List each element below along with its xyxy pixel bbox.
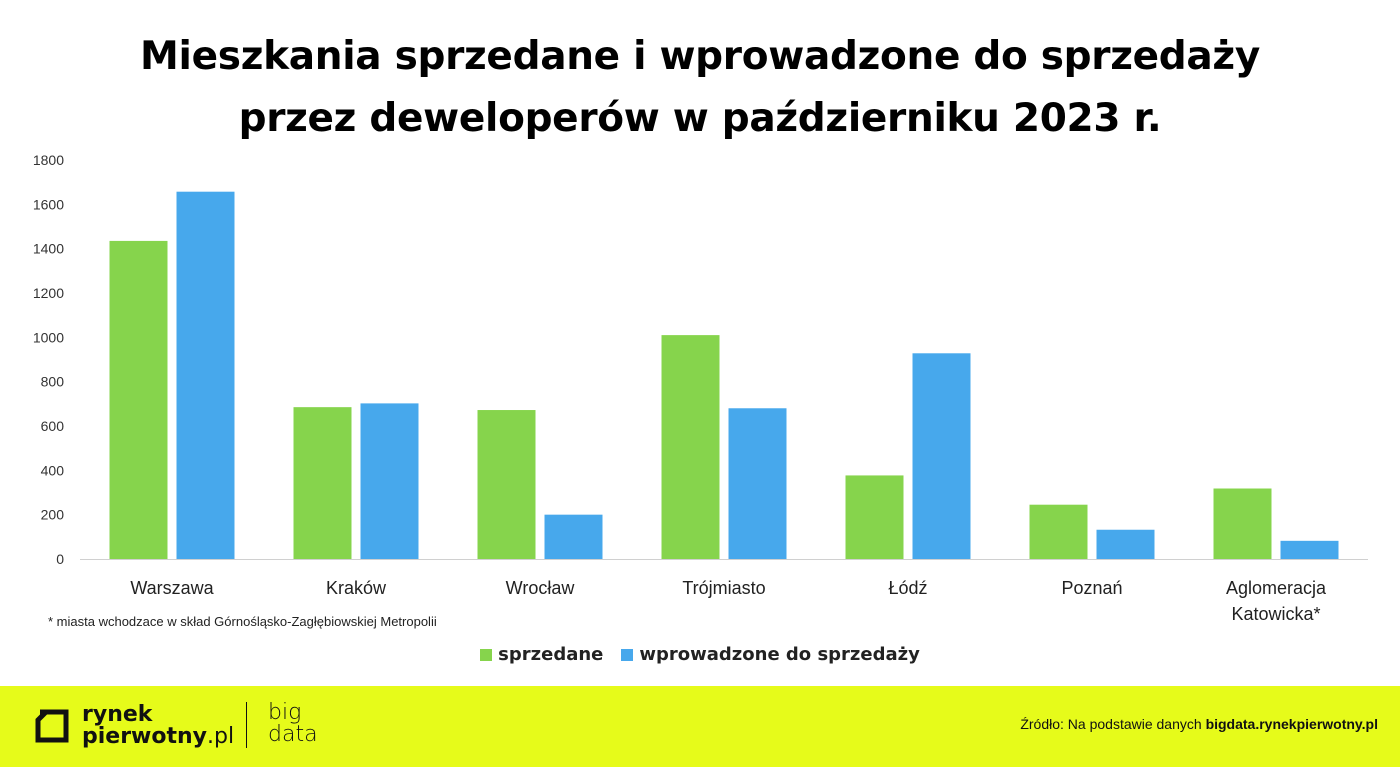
footer-bar: rynek pierwotny.pl big data Źródło: Na p…	[0, 686, 1400, 767]
rynekpierwotny-logo: rynek pierwotny.pl	[34, 704, 234, 748]
bar-chart: 0 200 400 600 800 1000 1200 1400 1600 1800 Warszaw…	[33, 152, 1368, 624]
legend-item-wprowadzone: wprowadzone do sprzedaży	[621, 644, 920, 665]
bar-sprzedane	[293, 407, 352, 559]
category-label: Kraków	[326, 578, 387, 598]
footnote: * miasta wchodzace w skład Górnośląsko-Z…	[48, 614, 437, 629]
y-tick-label: 1600	[33, 196, 64, 212]
y-tick-label: 200	[41, 507, 65, 523]
legend-swatch-wprowadzone	[621, 648, 634, 661]
bigdata-line2: data	[268, 722, 318, 747]
y-tick-label: 1800	[33, 152, 64, 168]
y-tick-label: 800	[41, 374, 65, 390]
bar-sprzedane	[1213, 488, 1272, 559]
chart-title-line1: Mieszkania sprzedane i wprowadzone do sp…	[140, 34, 1260, 79]
bar-wprowadzone	[176, 191, 235, 559]
category-label: Warszawa	[130, 578, 214, 598]
logo-mark-icon	[35, 709, 69, 743]
legend-label-sprzedane: sprzedane	[498, 644, 604, 665]
y-tick-label: 0	[56, 551, 64, 567]
category-label: Poznań	[1061, 578, 1122, 598]
legend-label-wprowadzone: wprowadzone do sprzedaży	[639, 644, 920, 665]
y-tick-label: 400	[41, 462, 65, 478]
category-label: Trójmiasto	[682, 578, 765, 598]
logo-line2-suffix: .pl	[207, 724, 235, 749]
y-tick-label: 1200	[33, 285, 64, 301]
bar-wprowadzone	[1096, 529, 1155, 559]
bar-sprzedane	[477, 410, 536, 559]
bar-wprowadzone	[728, 408, 787, 559]
y-tick-label: 1000	[33, 329, 64, 345]
logo-line1: rynek	[82, 702, 153, 727]
source-link: bigdata.rynekpierwotny.pl	[1205, 716, 1378, 732]
chart-title-line2: przez deweloperów w październiku 2023 r.	[238, 96, 1162, 141]
source-prefix: Źródło: Na podstawie danych	[1020, 716, 1202, 732]
category-label: Aglomeracja	[1226, 578, 1327, 598]
bar-wprowadzone	[1280, 540, 1339, 559]
bar-sprzedane	[845, 475, 904, 559]
bar-sprzedane	[1029, 504, 1088, 559]
legend-swatch-sprzedane	[480, 648, 493, 661]
category-label: Łódź	[888, 578, 927, 598]
bar-sprzedane	[109, 240, 168, 559]
bar-wprowadzone	[544, 514, 603, 559]
y-tick-label: 600	[41, 418, 65, 434]
y-tick-label: 1400	[33, 241, 64, 257]
category-label: Katowicka*	[1231, 604, 1320, 624]
bar-wprowadzone	[912, 353, 971, 559]
logo-line2-bold: pierwotny	[82, 724, 208, 749]
logo-divider	[246, 702, 247, 748]
bar-sprzedane	[661, 335, 720, 559]
legend-item-sprzedane: sprzedane	[480, 644, 603, 665]
chart-title: Mieszkania sprzedane i wprowadzone do sp…	[0, 26, 1400, 150]
bigdata-line1: big	[268, 700, 302, 725]
category-label: Wrocław	[506, 578, 576, 598]
source-note: Źródło: Na podstawie danych bigdata.ryne…	[1020, 716, 1378, 732]
legend: sprzedane wprowadzone do sprzedaży	[0, 644, 1400, 665]
bigdata-logo: big data	[268, 702, 318, 746]
bar-wprowadzone	[360, 403, 419, 559]
